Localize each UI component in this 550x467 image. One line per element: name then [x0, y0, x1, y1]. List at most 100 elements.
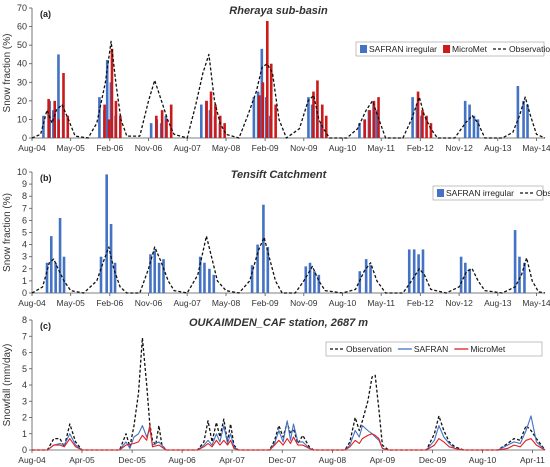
- bar-safran-irregular: [522, 100, 525, 138]
- panel-3: 0 1 2 3 4 5 6 7 8 Aug-04 Apr-05 Dec-05 Aug-06 Apr-07 D…: [2, 315, 546, 465]
- bar-safran-irregular: [250, 265, 254, 293]
- y-tick-label: 4: [22, 240, 27, 250]
- y-tick-label: 10: [17, 167, 27, 177]
- legend-box: [432, 185, 544, 201]
- y-tick-label: 7: [22, 331, 27, 341]
- bar-safran-irregular: [310, 104, 314, 138]
- x-tick-label: May-14: [522, 298, 550, 308]
- y-tick-label: 7: [22, 203, 27, 213]
- x-tick-label: May-14: [522, 143, 550, 153]
- bar-safran-irregular: [62, 256, 66, 293]
- bar-safran-irregular: [262, 204, 265, 293]
- legend-box: [325, 341, 543, 357]
- x-tick-label: Aug-10: [469, 455, 497, 465]
- bar-safran-irregular: [252, 97, 256, 138]
- series-line-micromet: [32, 425, 546, 451]
- bar-safran-irregular: [358, 271, 362, 293]
- x-tick-label: Apr-11: [520, 455, 545, 465]
- y-tick-label: 0: [22, 445, 27, 455]
- bar-safran-irregular: [516, 86, 520, 138]
- x-tick-label: Dec-05: [118, 455, 146, 465]
- x-tick-label: May-05: [57, 298, 86, 308]
- bar-safran-irregular: [468, 268, 472, 293]
- bar-safran-irregular: [162, 259, 165, 293]
- y-tick-label: 70: [17, 3, 27, 13]
- bar-micromet: [274, 104, 277, 138]
- y-tick-label: 5: [22, 364, 27, 374]
- legend-swatch: [360, 45, 367, 53]
- x-tick-label: Aug-13: [484, 298, 512, 308]
- bar-micromet: [312, 91, 315, 138]
- bar-safran-irregular: [412, 249, 416, 293]
- bar-safran-irregular: [256, 244, 259, 293]
- bar-safran-irregular: [153, 250, 157, 293]
- x-tick-label: Aug-04: [18, 143, 46, 153]
- bar-safran-irregular: [203, 262, 206, 293]
- bar-micromet: [257, 95, 261, 138]
- bar-micromet: [421, 110, 424, 138]
- legend-swatch: [437, 189, 444, 197]
- y-tick-label: 2: [22, 264, 27, 274]
- bar-micromet: [66, 115, 70, 138]
- x-tick-label: Feb-09: [252, 298, 279, 308]
- x-tick-label: Aug-04: [18, 298, 46, 308]
- bar-safran-irregular: [513, 230, 517, 293]
- bar-safran-irregular: [105, 60, 109, 138]
- x-tick-label: Apr-09: [370, 455, 396, 465]
- bar-micromet: [103, 104, 106, 138]
- y-tick-label: 10: [17, 114, 27, 124]
- x-tick-label: Aug-07: [173, 298, 201, 308]
- panel-label: (c): [40, 321, 51, 331]
- bar-micromet: [316, 80, 319, 138]
- bar-micromet: [320, 104, 324, 138]
- bar-micromet: [429, 123, 433, 138]
- y-tick-label: 0: [22, 288, 27, 298]
- bar-micromet: [110, 48, 114, 138]
- y-tick-label: 40: [17, 59, 27, 69]
- y-axis-label: Snow fraction (%): [2, 193, 13, 272]
- y-tick-label: 8: [22, 191, 27, 201]
- bar-safran-irregular: [42, 115, 45, 138]
- bar-micromet: [363, 119, 367, 138]
- x-tick-label: Apr-05: [69, 455, 95, 465]
- x-tick-label: Feb-06: [96, 298, 123, 308]
- y-tick-label: 1: [22, 276, 27, 286]
- bar-safran-irregular: [317, 274, 321, 293]
- bar-safran-irregular: [375, 110, 378, 138]
- y-tick-label: 3: [22, 252, 27, 262]
- bar-safran-irregular: [417, 254, 420, 293]
- bar-micromet: [205, 100, 208, 138]
- bar-micromet: [155, 115, 158, 138]
- bar-safran-irregular: [421, 249, 425, 293]
- y-tick-label: 8: [22, 315, 27, 325]
- bar-micromet: [57, 119, 60, 138]
- bar-safran-irregular: [518, 256, 521, 293]
- bar-micromet: [169, 104, 173, 138]
- bar-micromet: [269, 63, 273, 138]
- bar-micromet: [160, 110, 164, 138]
- bar-micromet: [119, 115, 122, 138]
- y-tick-label: 6: [22, 348, 27, 358]
- bar-safran-irregular: [54, 262, 57, 293]
- series-line-observation: [31, 40, 546, 139]
- bar-safran-irregular: [58, 217, 62, 293]
- legend-swatch: [443, 45, 451, 53]
- x-tick-label: May-05: [57, 143, 86, 153]
- bar-safran-irregular: [45, 262, 49, 293]
- legend: SAFRAN irregular MicroMet Observation: [355, 41, 550, 57]
- series-line-safran: [32, 415, 546, 451]
- bar-safran-irregular: [57, 54, 60, 138]
- series-line-observation: [32, 337, 546, 451]
- x-tick-label: Nov-09: [290, 143, 318, 153]
- y-tick-label: 30: [17, 77, 27, 87]
- legend: Observation SAFRAN MicroMet: [325, 341, 543, 357]
- bar-safran-irregular: [52, 110, 55, 138]
- x-tick-label: Nov-06: [135, 298, 163, 308]
- bar-safran-irregular: [98, 97, 101, 138]
- x-tick-label: Aug-06: [168, 455, 196, 465]
- bar-safran-irregular: [407, 249, 411, 293]
- y-axis-label: Snowfall (mm/day): [2, 344, 13, 427]
- bar-safran-irregular: [364, 259, 368, 293]
- x-tick-label: Feb-12: [407, 298, 434, 308]
